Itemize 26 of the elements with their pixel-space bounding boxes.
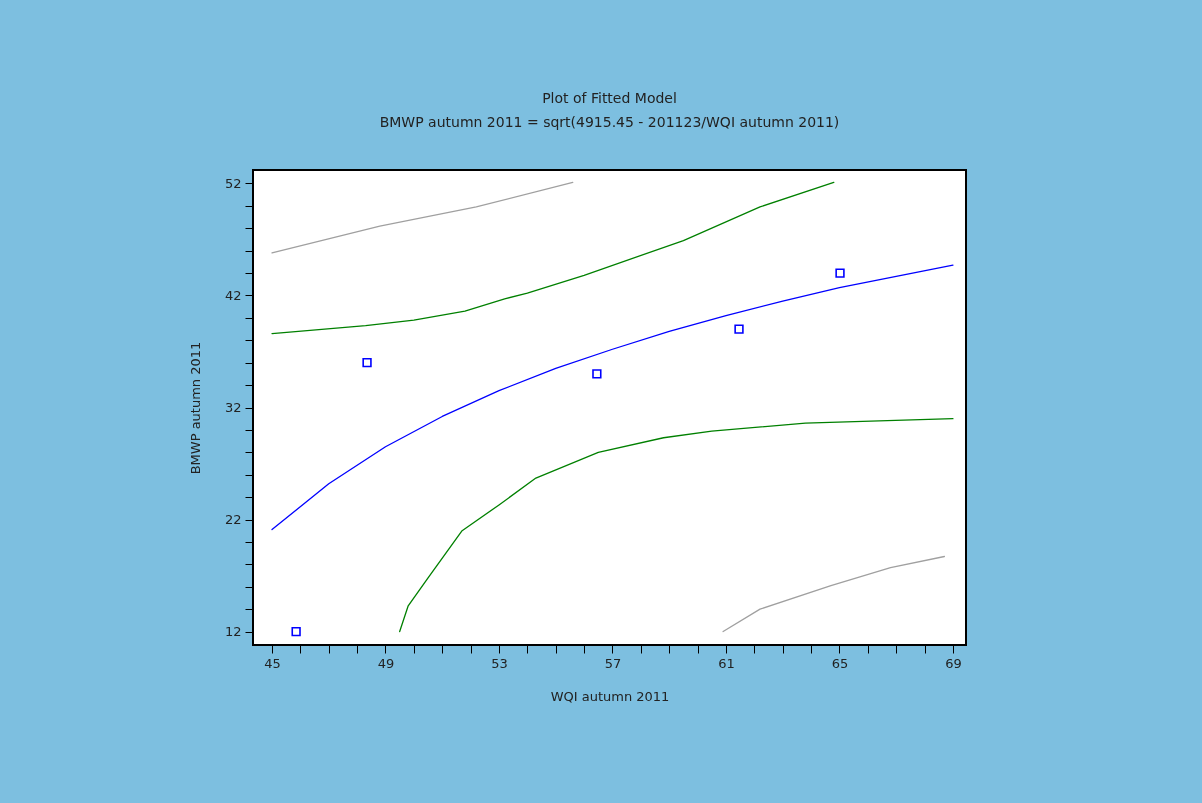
point xyxy=(835,268,845,278)
chart-subtitle: BMWP autumn 2011 = sqrt(4915.45 - 201123/WQI autumn 2011) xyxy=(379,114,840,130)
x-tick-label: 61 xyxy=(718,655,735,671)
line-series xyxy=(271,181,574,254)
line-series xyxy=(399,418,954,633)
chart-title: Plot of Fitted Model xyxy=(542,90,677,106)
point xyxy=(734,324,744,334)
x-tick-label: 57 xyxy=(604,655,622,671)
y-axis-title: BMWP autumn 2011 xyxy=(187,341,203,475)
point xyxy=(291,626,301,637)
line-series xyxy=(722,555,946,633)
y-tick-label: 42 xyxy=(224,287,242,303)
x-tick-label: 45 xyxy=(264,655,281,671)
line-series xyxy=(271,264,954,531)
y-tick-label: 32 xyxy=(224,400,242,415)
x-tick-label: 49 xyxy=(377,655,395,671)
x-tick-label: 53 xyxy=(491,655,508,671)
y-tick-label: 12 xyxy=(224,624,242,640)
point xyxy=(362,358,372,368)
x-axis-title: WQI autumn 2011 xyxy=(550,688,670,704)
y-tick-label: 22 xyxy=(224,512,242,528)
point xyxy=(592,369,602,379)
x-tick-label: 65 xyxy=(831,655,849,671)
line-series xyxy=(271,181,835,335)
x-tick-label: 69 xyxy=(945,655,962,671)
y-tick-label: 52 xyxy=(224,175,242,191)
